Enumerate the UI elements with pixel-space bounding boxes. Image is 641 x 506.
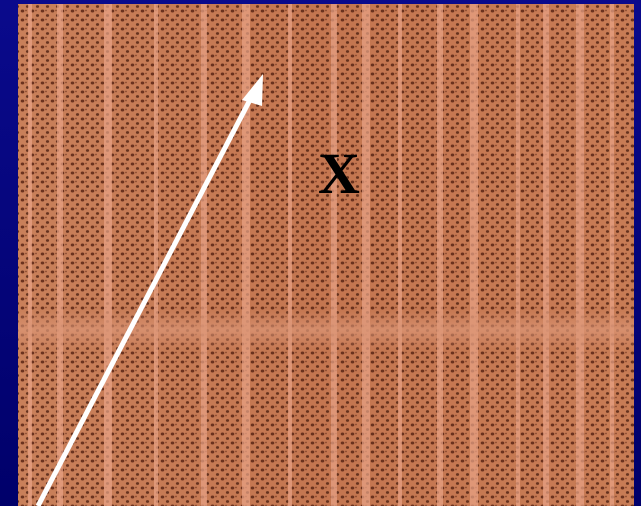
ray bbox=[331, 4, 337, 506]
ray bbox=[576, 4, 584, 506]
ray bbox=[201, 4, 207, 506]
label: X bbox=[318, 141, 360, 206]
ray bbox=[154, 4, 158, 506]
ray bbox=[362, 4, 370, 506]
ray bbox=[516, 4, 520, 506]
ray bbox=[242, 4, 250, 506]
ray bbox=[57, 4, 63, 506]
ray bbox=[470, 4, 478, 506]
ray bbox=[610, 4, 614, 506]
rays bbox=[28, 4, 614, 506]
ray bbox=[104, 4, 112, 506]
arrow-head bbox=[242, 74, 263, 106]
ray bbox=[288, 4, 292, 506]
ray bbox=[543, 4, 549, 506]
wood-pores bbox=[18, 4, 634, 506]
ray bbox=[437, 4, 443, 506]
arrow-shaft bbox=[35, 94, 255, 506]
arrow bbox=[35, 74, 263, 506]
ray bbox=[398, 4, 402, 506]
growth-ring bbox=[18, 310, 634, 350]
ray bbox=[28, 4, 32, 506]
